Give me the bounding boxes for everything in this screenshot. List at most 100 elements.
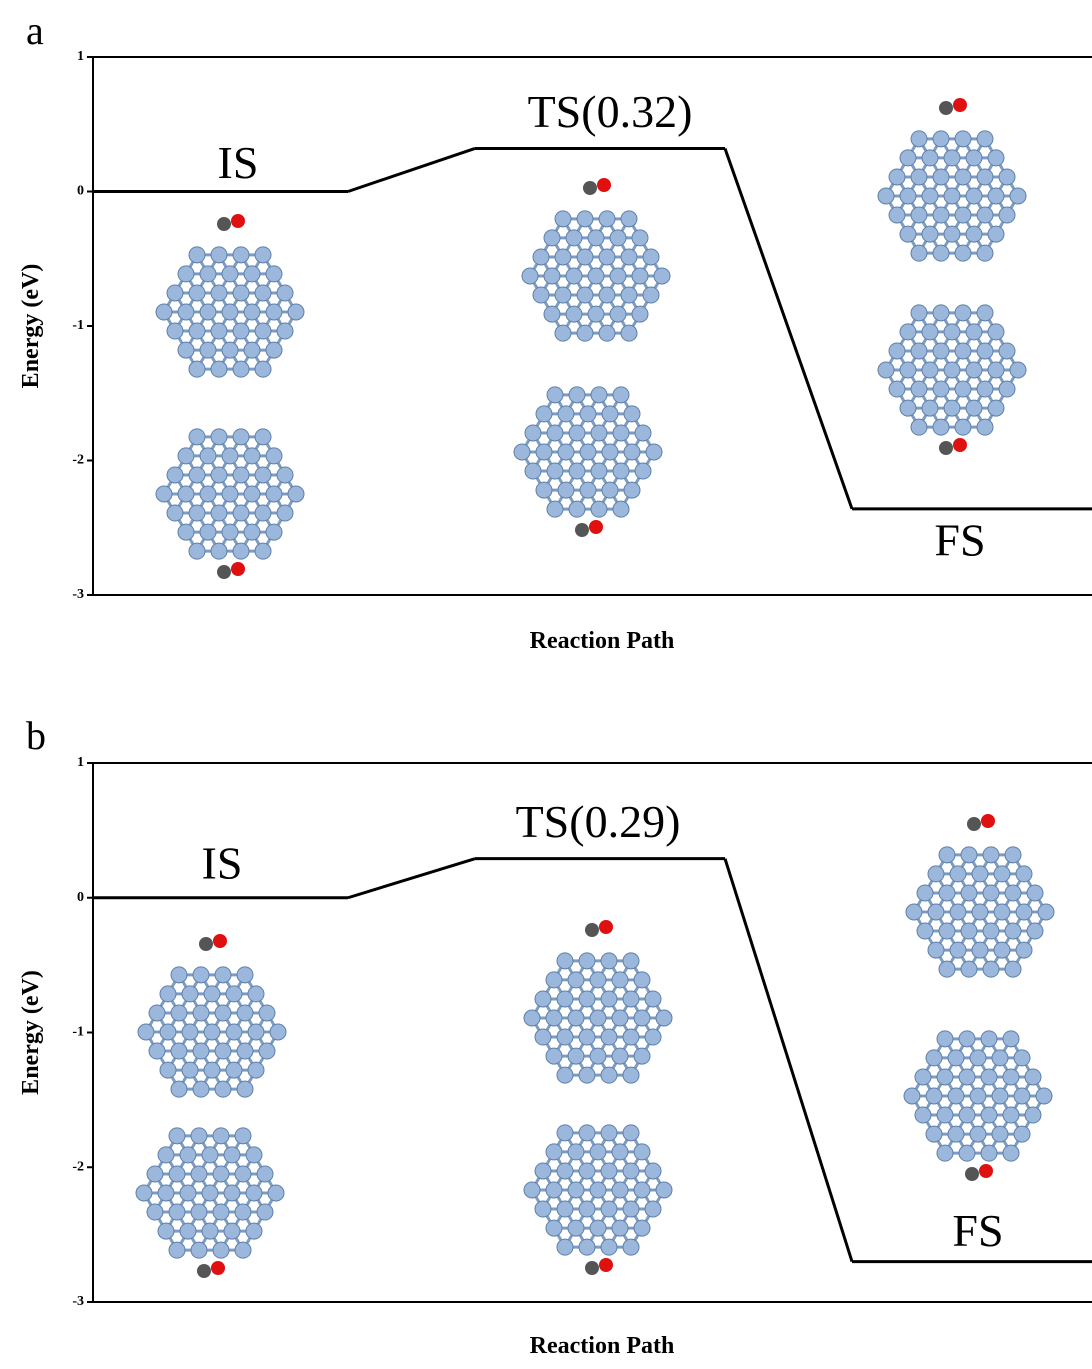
atom bbox=[1010, 188, 1026, 204]
atom bbox=[591, 463, 607, 479]
atom bbox=[235, 1204, 251, 1220]
atom bbox=[889, 343, 905, 359]
atom bbox=[590, 1048, 606, 1064]
atom bbox=[248, 1024, 264, 1040]
atom bbox=[255, 247, 271, 263]
atom bbox=[992, 1050, 1008, 1066]
atom bbox=[1003, 1145, 1019, 1161]
atom bbox=[944, 362, 960, 378]
atom bbox=[966, 188, 982, 204]
atom bbox=[900, 188, 916, 204]
atom bbox=[643, 249, 659, 265]
y-tick-label: -1 bbox=[72, 318, 84, 333]
atom bbox=[645, 991, 661, 1007]
atom bbox=[944, 324, 960, 340]
connector bbox=[725, 148, 852, 508]
atom bbox=[994, 866, 1010, 882]
atom bbox=[557, 1067, 573, 1083]
atom bbox=[580, 406, 596, 422]
atom bbox=[189, 323, 205, 339]
atom bbox=[623, 1163, 639, 1179]
atom bbox=[590, 1182, 606, 1198]
y-tick-label: -3 bbox=[72, 1294, 84, 1309]
atom bbox=[248, 986, 264, 1002]
atom bbox=[917, 923, 933, 939]
atom bbox=[569, 501, 585, 517]
atom bbox=[555, 249, 571, 265]
atom bbox=[193, 967, 209, 983]
atom bbox=[992, 1126, 1008, 1142]
atom bbox=[547, 387, 563, 403]
atom bbox=[160, 986, 176, 1002]
atom-o bbox=[981, 814, 995, 828]
atom bbox=[977, 419, 993, 435]
atom bbox=[911, 169, 927, 185]
atom bbox=[215, 1043, 231, 1059]
atom bbox=[224, 1185, 240, 1201]
atom bbox=[981, 1031, 997, 1047]
atom-c bbox=[965, 1167, 979, 1181]
atom bbox=[535, 991, 551, 1007]
atom bbox=[557, 953, 573, 969]
atom bbox=[599, 249, 615, 265]
atom bbox=[613, 425, 629, 441]
y-tick-label: -2 bbox=[72, 1159, 84, 1174]
atom bbox=[211, 361, 227, 377]
atom bbox=[911, 419, 927, 435]
atom bbox=[878, 362, 894, 378]
atom-c bbox=[939, 441, 953, 455]
atom bbox=[1005, 961, 1021, 977]
atom bbox=[590, 1220, 606, 1236]
atom bbox=[277, 285, 293, 301]
atom bbox=[961, 885, 977, 901]
atom bbox=[277, 323, 293, 339]
cluster-illustration bbox=[904, 1031, 1052, 1181]
atom bbox=[599, 325, 615, 341]
atom bbox=[610, 268, 626, 284]
atom bbox=[178, 486, 194, 502]
cluster-illustration bbox=[156, 214, 304, 377]
atom bbox=[255, 285, 271, 301]
atom bbox=[547, 425, 563, 441]
atom bbox=[1016, 866, 1032, 882]
atom bbox=[977, 381, 993, 397]
atom bbox=[634, 1182, 650, 1198]
atom bbox=[215, 1005, 231, 1021]
atom bbox=[983, 847, 999, 863]
atom bbox=[624, 482, 640, 498]
atom bbox=[255, 323, 271, 339]
atom bbox=[193, 1081, 209, 1097]
atom bbox=[178, 524, 194, 540]
atom bbox=[601, 1029, 617, 1045]
atom bbox=[601, 1163, 617, 1179]
atom-c bbox=[217, 217, 231, 231]
atom bbox=[944, 400, 960, 416]
atom bbox=[533, 249, 549, 265]
atom bbox=[602, 482, 618, 498]
atom-o bbox=[599, 920, 613, 934]
atom bbox=[621, 211, 637, 227]
atom bbox=[266, 448, 282, 464]
atom bbox=[889, 207, 905, 223]
atom bbox=[568, 1010, 584, 1026]
atom bbox=[955, 131, 971, 147]
atom bbox=[555, 325, 571, 341]
atom bbox=[557, 1163, 573, 1179]
atom bbox=[955, 343, 971, 359]
atom bbox=[233, 505, 249, 521]
atom bbox=[906, 904, 922, 920]
atom bbox=[169, 1204, 185, 1220]
atom bbox=[911, 305, 927, 321]
atom bbox=[1003, 1031, 1019, 1047]
atom bbox=[557, 1125, 573, 1141]
atom bbox=[922, 226, 938, 242]
y-tick-label: 1 bbox=[77, 755, 84, 770]
atom bbox=[180, 1223, 196, 1239]
atom bbox=[939, 923, 955, 939]
cluster-illustration bbox=[524, 920, 672, 1083]
atom bbox=[557, 1029, 573, 1045]
atom bbox=[959, 1031, 975, 1047]
atom bbox=[634, 1144, 650, 1160]
atom bbox=[202, 1185, 218, 1201]
atom bbox=[193, 1005, 209, 1021]
